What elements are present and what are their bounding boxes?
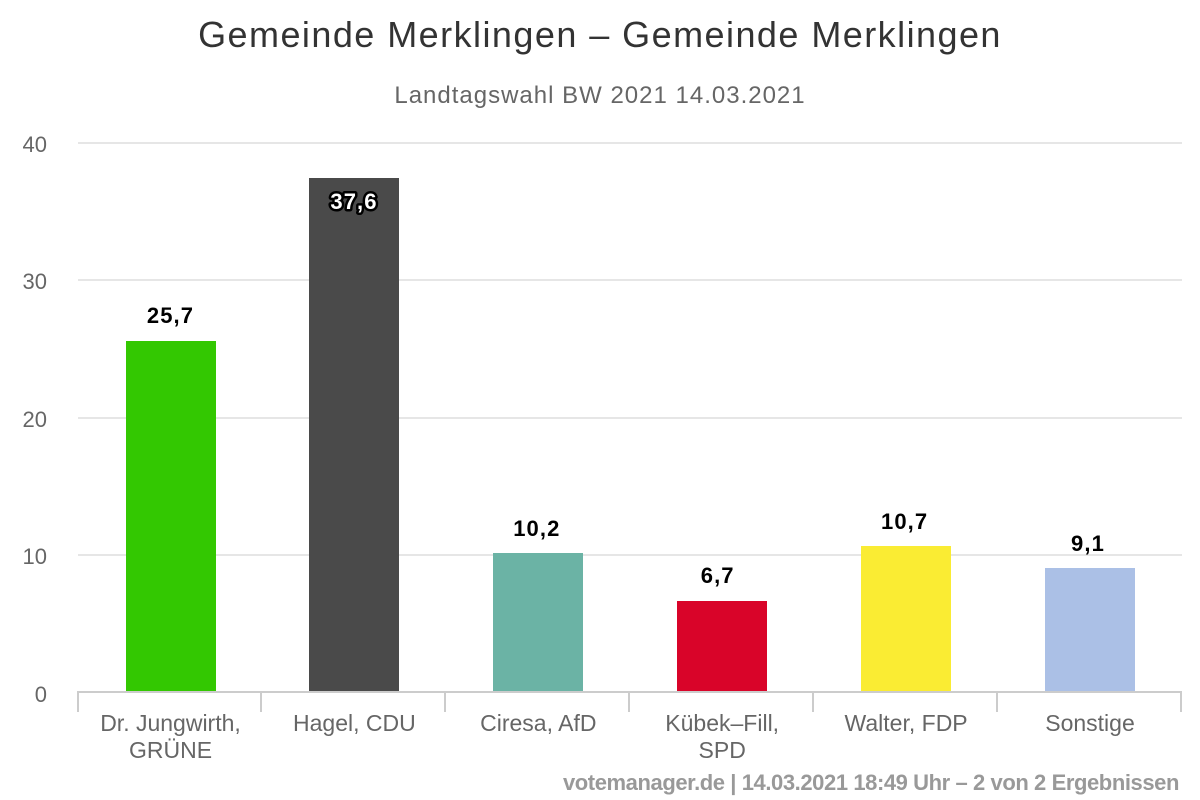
svg-text:37,6: 37,6 <box>331 189 378 214</box>
